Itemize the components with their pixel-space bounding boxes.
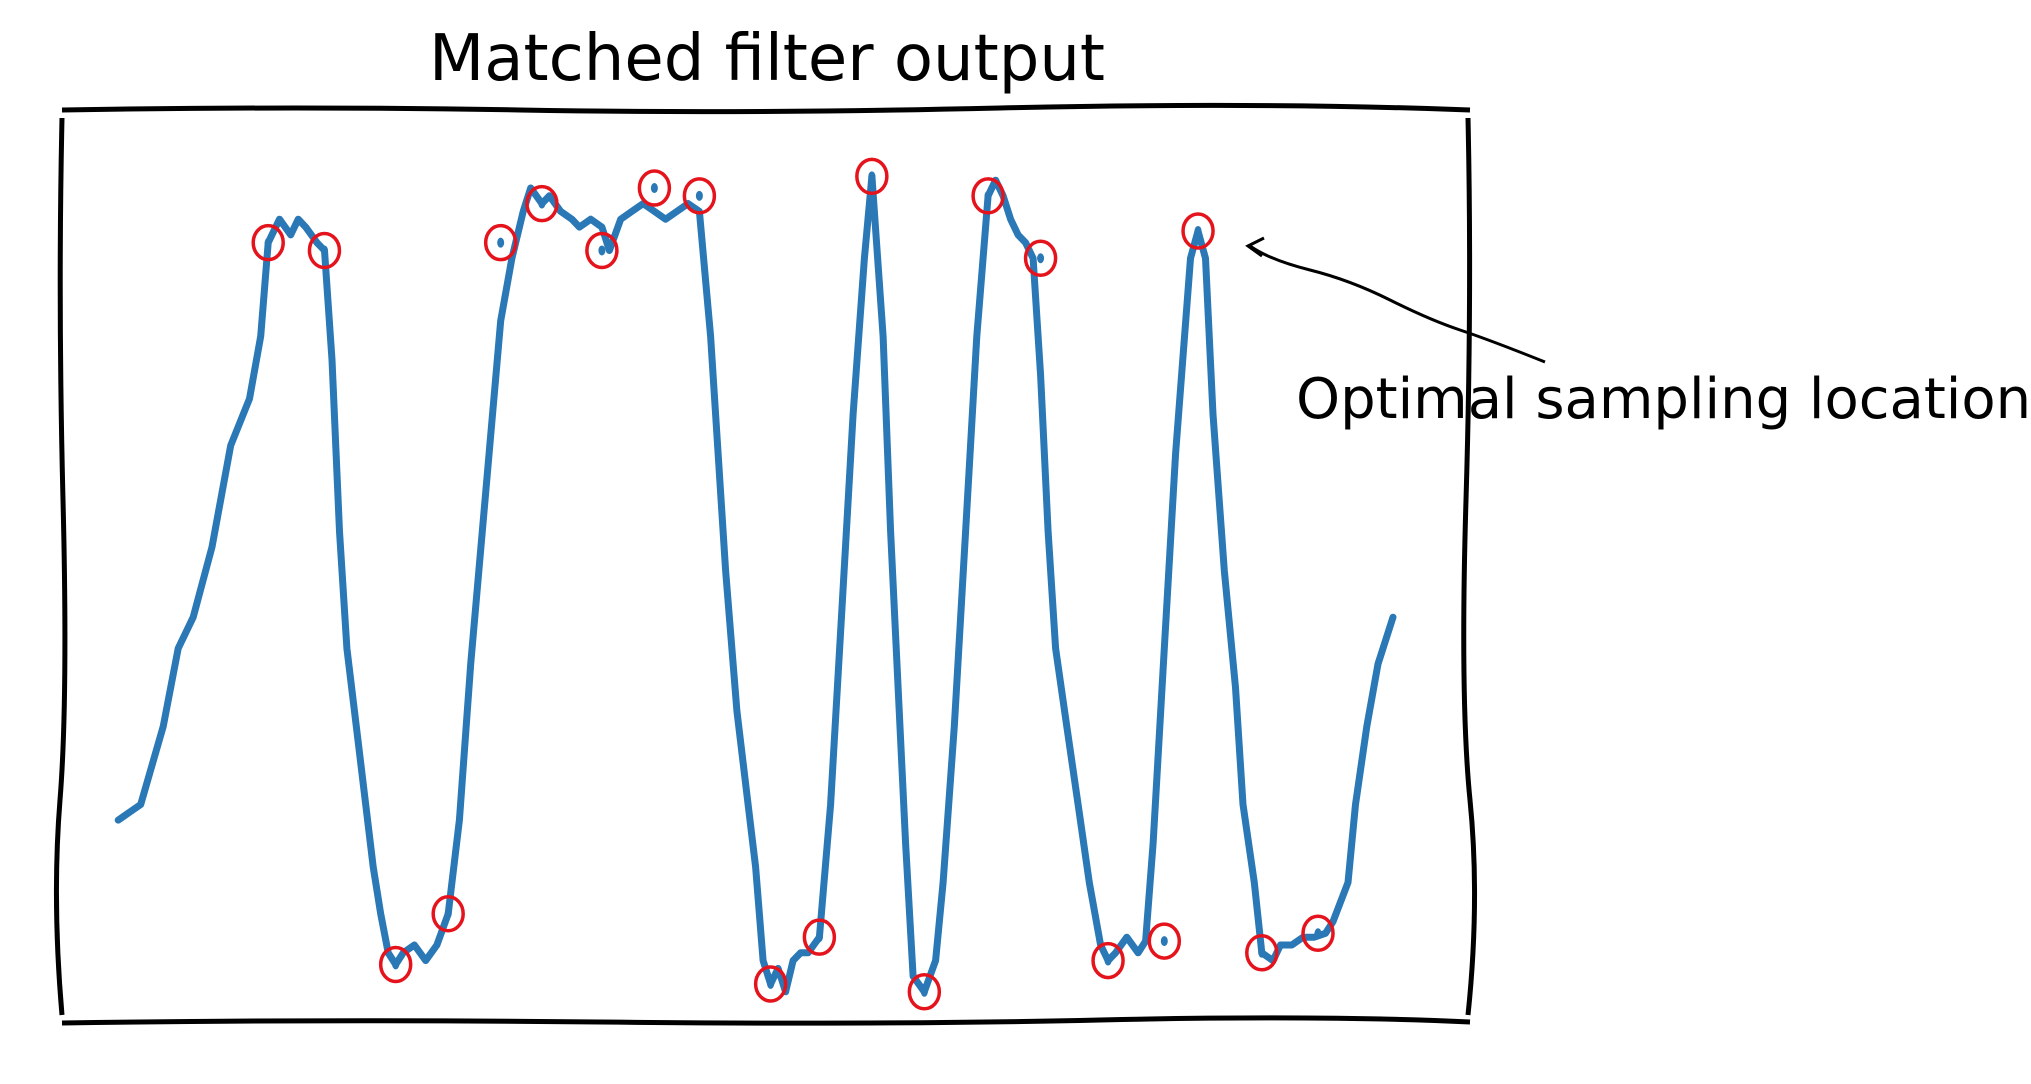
sampling-marker-dot [650,183,658,194]
sampling-marker-dot [1104,955,1112,966]
sampling-marker-ring [1023,239,1058,278]
sampling-marker-ring [378,945,413,984]
sampling-point-3 [431,895,465,933]
frame-top [61,102,1471,115]
annotation: Optimal sampling locations [1245,236,2031,432]
sampling-point-16 [1147,922,1182,960]
sampling-marker-dot [392,959,400,970]
sampling-marker-ring [585,231,619,270]
sampling-marker-ring [1301,914,1335,953]
frame-right [1461,117,1478,1016]
sampling-marker-dot [767,978,775,989]
sampling-marker-ring [431,895,465,933]
frame-left [53,117,68,1016]
sampling-marker-ring [971,177,1005,215]
sampling-marker-dot [598,245,606,256]
sampling-marker-ring [1181,212,1215,250]
sampling-marker-dot [264,237,272,248]
sampling-marker-ring [753,965,788,1003]
chart-title: Matched filter output [429,22,1105,96]
sampling-marker-dot [1037,253,1045,264]
frame-bottom [61,1015,1471,1026]
sampling-point-10 [802,918,837,956]
sampling-marker-dot [1314,928,1322,939]
sampling-marker-dot [920,986,928,997]
sampling-marker-dot [1194,225,1202,236]
sampling-marker-ring [525,184,559,223]
sampling-marker-ring [251,223,285,262]
markers-layer [251,157,1335,1011]
sampling-marker-dot [815,932,823,943]
sampling-marker-dot [538,198,546,209]
sampling-point-2 [378,945,413,984]
sampling-point-13 [971,177,1005,215]
annotation-arrow [1249,244,1546,364]
sampling-point-1 [307,231,342,270]
series-layer [114,172,1397,996]
sampling-point-18 [1245,934,1279,972]
sampling-marker-ring [1147,922,1182,960]
sampling-point-7 [637,169,672,207]
annotation-text: Optimal sampling locations [1296,367,2031,432]
sampling-point-8 [682,177,717,215]
sampling-point-6 [585,231,619,270]
sampling-marker-dot [320,245,328,256]
sampling-point-9 [753,965,788,1003]
annotation-arrowhead [1245,236,1265,258]
sampling-marker-ring [307,231,342,270]
sampling-marker-dot [695,190,703,201]
sampling-point-19 [1301,914,1335,953]
sampling-point-14 [1023,239,1058,278]
sampling-marker-ring [907,973,942,1011]
sampling-point-11 [855,157,889,196]
sampling-marker-dot [1258,947,1266,958]
sampling-marker-ring [855,157,889,196]
sampling-marker-ring [483,223,518,262]
sampling-marker-ring [1091,941,1125,980]
sampling-point-17 [1181,212,1215,250]
plot-frame [53,102,1478,1026]
series-line-0 [114,172,1397,996]
sampling-point-4 [483,223,518,262]
sampling-marker-ring [802,918,837,956]
sampling-marker-dot [497,237,505,248]
sampling-marker-dot [1160,936,1168,947]
sampling-point-15 [1091,941,1125,980]
sampling-marker-ring [1245,934,1279,972]
sampling-point-0 [251,223,285,262]
sampling-marker-dot [984,190,992,201]
sampling-marker-ring [637,169,672,207]
sampling-marker-dot [444,908,452,919]
sampling-point-12 [907,973,942,1011]
sampling-marker-dot [868,171,876,182]
sampling-marker-ring [682,177,717,215]
sampling-point-5 [525,184,559,223]
